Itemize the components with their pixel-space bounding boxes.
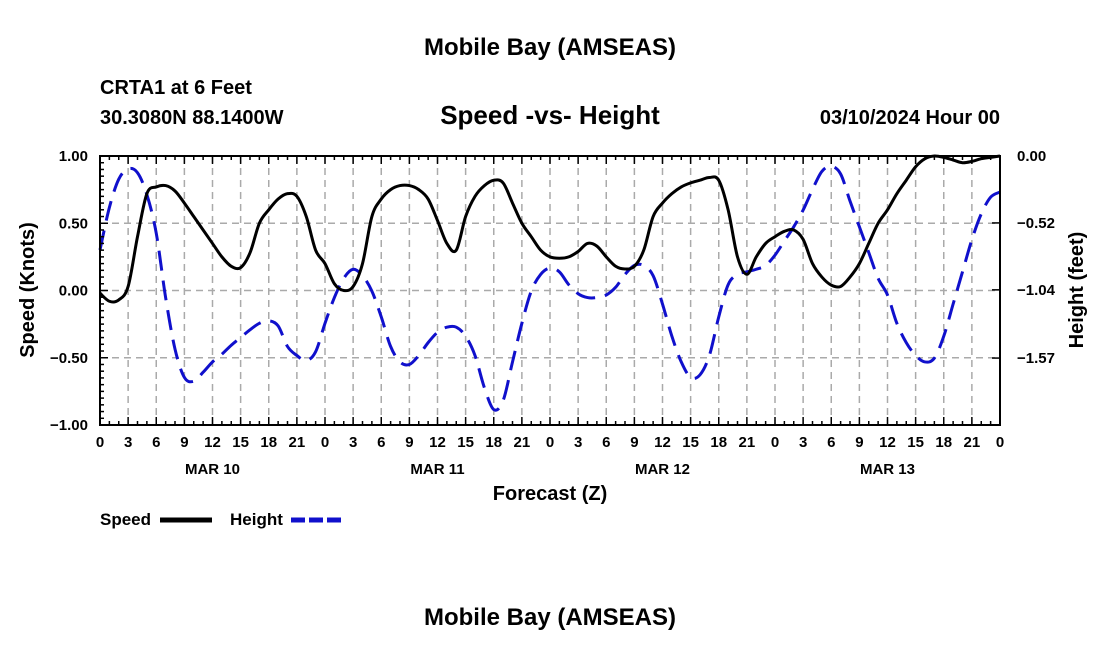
station-coords: 30.3080N 88.1400W xyxy=(100,107,284,129)
grid-lines xyxy=(100,156,1000,425)
series-speed-line xyxy=(98,154,1001,304)
legend: Speed Height xyxy=(100,510,343,529)
y-right-axis-label: Height (feet) xyxy=(1066,232,1088,349)
x-axis-label: Forecast (Z) xyxy=(493,483,607,505)
day-labels: MAR 10 MAR 11 MAR 12 MAR 13 xyxy=(185,461,915,478)
x-tick-label: 0 xyxy=(546,434,554,451)
x-tick-label: 21 xyxy=(514,434,531,451)
y-right-tick-labels: 0.00 −0.52 −1.04 −1.57 xyxy=(1017,148,1056,367)
x-tick-label: 21 xyxy=(964,434,981,451)
top-title: Mobile Bay (AMSEAS) xyxy=(424,34,676,61)
series-height-line xyxy=(98,164,1001,412)
x-tick-label: 6 xyxy=(152,434,160,451)
x-tick-label: 15 xyxy=(232,434,249,451)
x-tick-label: 12 xyxy=(879,434,896,451)
day-label: MAR 13 xyxy=(860,461,915,478)
legend-height-label: Height xyxy=(230,510,283,529)
tick-marks xyxy=(99,155,1001,426)
x-tick-label: 9 xyxy=(630,434,638,451)
x-tick-label: 12 xyxy=(654,434,671,451)
y-left-tick-label: 1.00 xyxy=(59,148,88,165)
x-tick-label: 18 xyxy=(710,434,727,451)
day-label: MAR 10 xyxy=(185,461,240,478)
y-left-axis-label: Speed (Knots) xyxy=(17,222,39,358)
y-left-tick-label: 0.50 xyxy=(59,215,88,232)
x-tick-label: 3 xyxy=(124,434,132,451)
y-right-tick-label: −1.04 xyxy=(1017,282,1056,299)
x-tick-label: 0 xyxy=(321,434,329,451)
x-tick-label: 21 xyxy=(289,434,306,451)
x-tick-label: 12 xyxy=(429,434,446,451)
x-tick-label: 9 xyxy=(405,434,413,451)
y-left-tick-labels: −1.00 −0.50 0.00 0.50 1.00 xyxy=(50,148,88,434)
bottom-title: Mobile Bay (AMSEAS) xyxy=(424,604,676,631)
x-tick-label: 18 xyxy=(260,434,277,451)
x-tick-label: 0 xyxy=(771,434,779,451)
x-tick-label: 9 xyxy=(855,434,863,451)
y-right-tick-label: −1.57 xyxy=(1017,350,1055,367)
chart-title: Speed -vs- Height xyxy=(440,100,660,130)
x-tick-label: 18 xyxy=(935,434,952,451)
x-tick-label: 3 xyxy=(574,434,582,451)
day-label: MAR 12 xyxy=(635,461,690,478)
x-tick-label: 12 xyxy=(204,434,221,451)
y-left-tick-label: −0.50 xyxy=(50,350,88,367)
legend-speed-label: Speed xyxy=(100,510,151,529)
x-tick-label: 0 xyxy=(96,434,104,451)
x-tick-label: 21 xyxy=(739,434,756,451)
y-right-tick-label: −0.52 xyxy=(1017,215,1055,232)
x-tick-label: 3 xyxy=(799,434,807,451)
y-right-tick-label: 0.00 xyxy=(1017,148,1046,165)
x-tick-label: 3 xyxy=(349,434,357,451)
station-label: CRTA1 at 6 Feet xyxy=(100,77,252,99)
x-tick-label: 6 xyxy=(377,434,385,451)
y-left-tick-label: −1.00 xyxy=(50,417,88,434)
forecast-date: 03/10/2024 Hour 00 xyxy=(820,107,1000,129)
series-group xyxy=(98,154,1001,412)
x-tick-label: 9 xyxy=(180,434,188,451)
x-tick-label: 6 xyxy=(827,434,835,451)
day-label: MAR 11 xyxy=(410,461,464,478)
x-tick-label: 6 xyxy=(602,434,610,451)
x-tick-label: 18 xyxy=(485,434,502,451)
y-left-tick-label: 0.00 xyxy=(59,283,88,300)
x-tick-label: 15 xyxy=(907,434,924,451)
x-tick-label: 0 xyxy=(996,434,1004,451)
x-tick-label: 15 xyxy=(682,434,699,451)
x-tick-labels: 0 3 6 9 12 15 18 21 0 3 6 9 12 15 18 21 0 3 6 9 12 15 18 21 0 3 6 9… xyxy=(96,434,1004,451)
x-tick-label: 15 xyxy=(457,434,474,451)
